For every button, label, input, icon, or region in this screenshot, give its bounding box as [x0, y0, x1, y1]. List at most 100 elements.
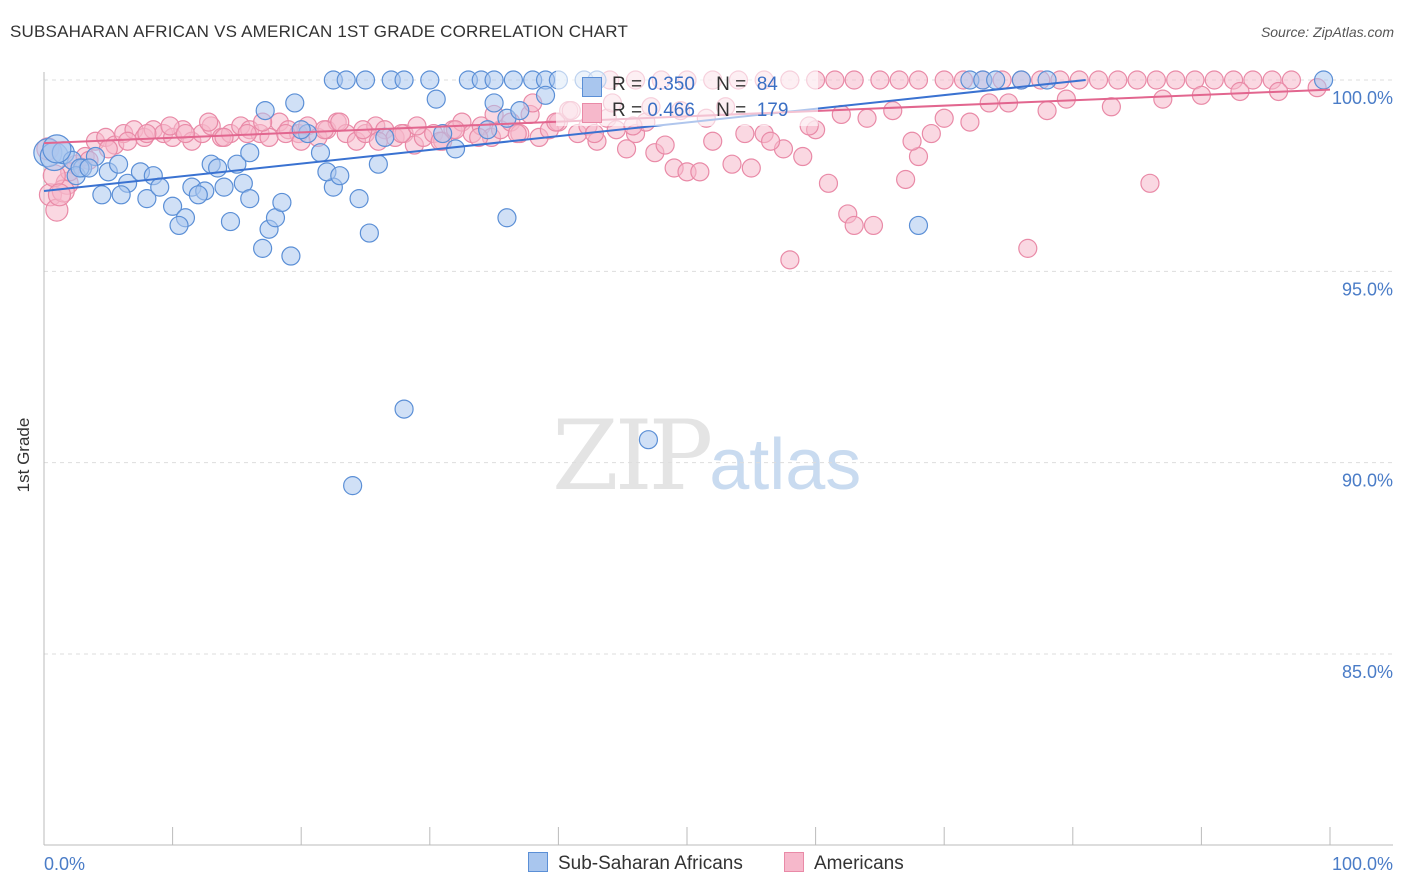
american-point	[655, 135, 675, 155]
american-point	[883, 101, 903, 121]
series1-swatch	[582, 77, 602, 97]
american-point	[1153, 89, 1173, 109]
stats-legend: R = 0.350 N = 84 R = 0.466 N = 179	[556, 70, 818, 126]
r-label-2: R =	[612, 100, 643, 121]
subsaharan-point	[240, 143, 260, 163]
american-point	[1088, 70, 1109, 90]
american-point	[160, 116, 180, 136]
stats-text-2: R = 0.466 N = 179	[612, 100, 788, 122]
american-point	[780, 250, 800, 270]
legend-swatch-americans	[784, 852, 804, 872]
r-label-1: R =	[612, 74, 643, 95]
subsaharan-point	[336, 70, 356, 90]
subsaharan-point	[484, 70, 504, 90]
legend-swatch-subsaharan	[528, 852, 548, 872]
american-point	[407, 116, 427, 136]
american-point	[960, 112, 980, 132]
american-point	[1056, 89, 1076, 109]
subsaharan-point	[368, 154, 388, 174]
subsaharan-point	[150, 177, 170, 197]
legend-label-subsaharan: Sub-Saharan Africans	[558, 853, 743, 874]
american-point	[741, 158, 761, 178]
subsaharan-point	[503, 70, 523, 90]
american-point	[818, 173, 839, 193]
y-tick-label: 95.0%	[1342, 279, 1393, 299]
subsaharan-point	[986, 70, 1006, 90]
subsaharan-point	[169, 215, 189, 236]
grid	[44, 79, 1393, 655]
american-point	[1037, 101, 1057, 121]
subsaharan-point	[1037, 70, 1057, 90]
subsaharan-point	[535, 85, 556, 105]
subsaharan-point	[281, 246, 301, 266]
american-point	[902, 131, 922, 151]
american-point	[1108, 70, 1128, 90]
american-point	[896, 169, 916, 190]
subsaharan-point	[227, 154, 247, 174]
subsaharan-point	[137, 189, 157, 209]
subsaharan-point	[1011, 70, 1031, 90]
legend-label-americans: Americans	[814, 853, 904, 874]
american-point	[825, 70, 845, 90]
american-point	[47, 183, 72, 207]
american-point	[863, 215, 884, 236]
subsaharan-point	[445, 139, 466, 159]
american-point	[507, 123, 527, 144]
watermark-zip: ZIP	[552, 400, 713, 512]
legend-item-americans[interactable]: Americans	[784, 852, 904, 875]
subsaharan-point	[272, 192, 292, 213]
subsaharan-point	[394, 399, 414, 419]
american-point	[908, 70, 929, 90]
subsaharan-point	[420, 70, 440, 90]
subsaharan-point	[214, 177, 234, 197]
american-point	[703, 131, 723, 151]
american-point	[1101, 97, 1121, 117]
source-label: Source: ZipAtlas.com	[1260, 24, 1394, 40]
american-point	[117, 131, 138, 151]
subsaharan-point	[330, 166, 350, 186]
american-point	[760, 131, 781, 151]
series2-swatch	[582, 103, 602, 123]
american-point	[722, 154, 742, 174]
n-label-2: N =	[716, 100, 747, 121]
american-point	[934, 70, 954, 90]
subsaharan-point	[510, 101, 530, 121]
n-label-1: N =	[716, 74, 747, 95]
american-point	[857, 108, 877, 128]
subsaharan-point	[1313, 70, 1334, 90]
y-tick-label: 85.0%	[1342, 662, 1393, 682]
american-point	[1140, 173, 1160, 193]
y-tick-label: 90.0%	[1342, 471, 1393, 491]
subsaharan-point	[92, 185, 112, 205]
american-point	[1204, 70, 1224, 90]
stats-text-1: R = 0.350 N = 84	[612, 74, 778, 96]
legend-item-subsaharan[interactable]: Sub-Saharan Africans	[528, 852, 743, 875]
subsaharan-point	[359, 223, 379, 243]
subsaharan-point	[638, 430, 659, 450]
subsaharan-point	[375, 127, 395, 147]
american-point	[616, 139, 637, 159]
american-point	[175, 123, 196, 144]
subsaharan-point	[349, 189, 369, 209]
subsaharan-point	[291, 120, 311, 140]
r-value-2: 0.466	[647, 100, 695, 121]
x-tick-label: 0.0%	[44, 854, 85, 874]
x-tick-label: 100.0%	[1332, 854, 1393, 874]
american-point	[844, 70, 864, 90]
subsaharan-point	[908, 215, 929, 236]
subsaharan-point	[484, 93, 504, 113]
tick-labels: 100.0% 95.0% 90.0% 85.0% 0.0% 100.0%	[44, 88, 1393, 874]
subsaharan-point	[208, 158, 228, 178]
subsaharan-point	[188, 185, 208, 205]
watermark: ZIPatlas	[552, 400, 861, 512]
subsaharan-point	[111, 185, 131, 205]
american-point	[1018, 238, 1038, 258]
subsaharan-point	[253, 238, 273, 258]
american-point	[1243, 70, 1263, 90]
watermark-atlas: atlas	[709, 425, 862, 505]
american-point	[214, 127, 234, 147]
american-point	[735, 123, 755, 144]
subsaharan-point	[285, 93, 305, 113]
american-point	[1127, 70, 1147, 90]
